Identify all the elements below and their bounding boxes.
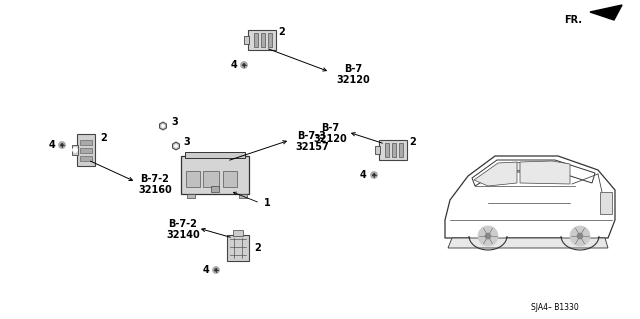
FancyBboxPatch shape bbox=[375, 146, 380, 154]
Circle shape bbox=[161, 124, 164, 128]
Polygon shape bbox=[445, 156, 615, 238]
Circle shape bbox=[72, 147, 77, 152]
FancyBboxPatch shape bbox=[227, 235, 249, 261]
Text: 4: 4 bbox=[49, 140, 56, 150]
Circle shape bbox=[570, 226, 590, 246]
Polygon shape bbox=[590, 5, 622, 20]
Text: 32120: 32120 bbox=[336, 75, 370, 85]
FancyBboxPatch shape bbox=[186, 171, 200, 187]
FancyBboxPatch shape bbox=[248, 30, 276, 50]
Circle shape bbox=[478, 226, 498, 246]
Text: B-7-3: B-7-3 bbox=[298, 131, 326, 141]
Polygon shape bbox=[448, 238, 608, 248]
Text: 2: 2 bbox=[410, 137, 417, 147]
Polygon shape bbox=[520, 161, 570, 184]
Polygon shape bbox=[159, 122, 166, 130]
Text: 4: 4 bbox=[360, 170, 366, 180]
FancyBboxPatch shape bbox=[385, 143, 389, 157]
FancyBboxPatch shape bbox=[203, 171, 219, 187]
FancyBboxPatch shape bbox=[261, 33, 265, 47]
FancyBboxPatch shape bbox=[268, 33, 272, 47]
Circle shape bbox=[212, 266, 220, 273]
FancyBboxPatch shape bbox=[254, 33, 258, 47]
FancyBboxPatch shape bbox=[80, 140, 92, 145]
Text: B-7-2: B-7-2 bbox=[141, 174, 170, 184]
Circle shape bbox=[485, 233, 491, 239]
Text: 32120: 32120 bbox=[313, 134, 347, 144]
FancyBboxPatch shape bbox=[72, 145, 78, 155]
Text: 2: 2 bbox=[255, 243, 261, 253]
Text: 2: 2 bbox=[278, 27, 285, 37]
Circle shape bbox=[471, 219, 505, 253]
FancyBboxPatch shape bbox=[379, 140, 407, 160]
Circle shape bbox=[215, 269, 217, 271]
FancyBboxPatch shape bbox=[244, 36, 249, 44]
Text: 32157: 32157 bbox=[295, 142, 329, 152]
Text: 1: 1 bbox=[264, 198, 270, 208]
Circle shape bbox=[371, 172, 378, 179]
Polygon shape bbox=[472, 160, 595, 186]
Circle shape bbox=[563, 219, 597, 253]
FancyBboxPatch shape bbox=[233, 230, 243, 236]
FancyBboxPatch shape bbox=[181, 156, 249, 194]
Circle shape bbox=[373, 174, 375, 176]
FancyBboxPatch shape bbox=[239, 194, 247, 198]
Circle shape bbox=[243, 64, 245, 66]
Text: B-7: B-7 bbox=[321, 123, 339, 133]
Circle shape bbox=[577, 233, 583, 239]
Polygon shape bbox=[512, 162, 550, 170]
Circle shape bbox=[58, 142, 65, 149]
Text: 32160: 32160 bbox=[138, 185, 172, 195]
Circle shape bbox=[61, 144, 63, 146]
Text: 3: 3 bbox=[172, 117, 179, 127]
FancyBboxPatch shape bbox=[223, 171, 237, 187]
FancyBboxPatch shape bbox=[600, 192, 612, 214]
Text: B-7-2: B-7-2 bbox=[168, 219, 197, 229]
FancyBboxPatch shape bbox=[187, 194, 195, 198]
FancyBboxPatch shape bbox=[185, 152, 245, 158]
Circle shape bbox=[174, 145, 178, 148]
Text: 32140: 32140 bbox=[166, 230, 200, 240]
Polygon shape bbox=[474, 162, 517, 186]
FancyBboxPatch shape bbox=[80, 156, 92, 161]
FancyBboxPatch shape bbox=[392, 143, 396, 157]
Text: B-7: B-7 bbox=[344, 64, 362, 74]
Polygon shape bbox=[173, 142, 179, 150]
FancyBboxPatch shape bbox=[77, 134, 95, 166]
Text: 2: 2 bbox=[100, 133, 108, 143]
FancyBboxPatch shape bbox=[80, 148, 92, 153]
Text: FR.: FR. bbox=[564, 15, 582, 25]
FancyBboxPatch shape bbox=[399, 143, 403, 157]
Text: 4: 4 bbox=[203, 265, 209, 275]
Text: 4: 4 bbox=[230, 60, 237, 70]
Circle shape bbox=[241, 62, 248, 69]
FancyBboxPatch shape bbox=[211, 186, 219, 192]
Text: SJA4– B1330: SJA4– B1330 bbox=[531, 303, 579, 313]
Text: 3: 3 bbox=[184, 137, 190, 147]
